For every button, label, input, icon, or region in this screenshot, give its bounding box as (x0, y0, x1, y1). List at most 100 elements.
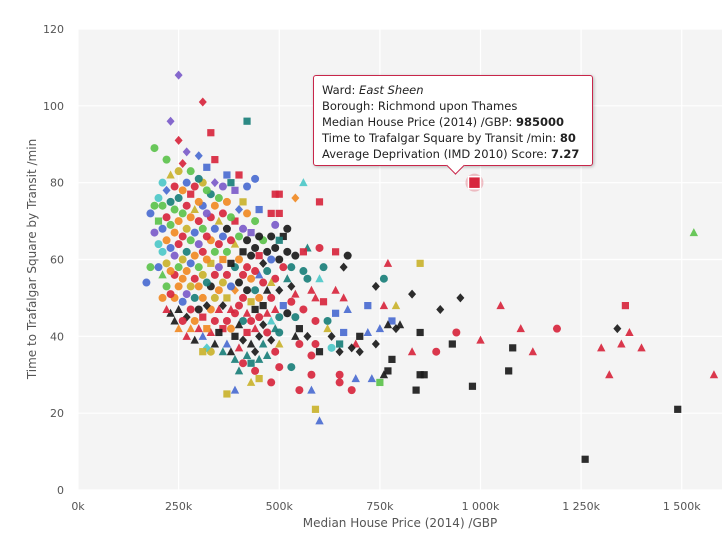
data-point[interactable] (291, 313, 300, 322)
data-point[interactable] (146, 209, 155, 218)
data-point[interactable] (230, 385, 240, 394)
data-point[interactable] (210, 178, 219, 188)
data-point[interactable] (283, 274, 292, 283)
data-point[interactable] (219, 255, 227, 264)
data-point[interactable] (222, 247, 231, 256)
data-point[interactable] (343, 251, 352, 260)
data-point[interactable] (468, 382, 477, 390)
data-point[interactable] (170, 316, 179, 325)
data-point[interactable] (206, 327, 216, 336)
data-point[interactable] (230, 239, 240, 248)
data-point[interactable] (331, 285, 340, 294)
data-point[interactable] (275, 313, 284, 322)
data-point[interactable] (391, 324, 400, 334)
data-point[interactable] (202, 255, 211, 264)
data-point[interactable] (287, 297, 296, 306)
data-point[interactable] (295, 325, 303, 333)
data-point[interactable] (452, 328, 461, 337)
data-point[interactable] (190, 316, 199, 325)
data-point[interactable] (303, 274, 312, 283)
data-point[interactable] (182, 331, 191, 340)
data-point[interactable] (170, 182, 179, 191)
data-point[interactable] (271, 190, 279, 198)
data-point[interactable] (255, 252, 263, 260)
data-point[interactable] (255, 205, 263, 214)
data-point[interactable] (214, 194, 223, 203)
data-point[interactable] (315, 198, 324, 206)
data-point[interactable] (174, 135, 183, 145)
data-point[interactable] (327, 343, 336, 352)
highlighted-point[interactable] (467, 175, 482, 190)
data-point[interactable] (319, 298, 328, 306)
data-point[interactable] (456, 293, 465, 303)
data-point[interactable] (412, 386, 420, 394)
data-point[interactable] (262, 308, 272, 317)
data-point[interactable] (166, 220, 175, 229)
data-point[interactable] (307, 285, 316, 294)
data-point[interactable] (170, 205, 179, 214)
data-point[interactable] (174, 194, 183, 203)
data-point[interactable] (239, 359, 248, 368)
data-point[interactable] (255, 374, 263, 383)
data-point[interactable] (178, 186, 187, 195)
data-point[interactable] (259, 278, 268, 287)
data-point[interactable] (186, 324, 195, 333)
data-point[interactable] (222, 197, 231, 206)
data-point[interactable] (388, 355, 396, 363)
data-point[interactable] (178, 232, 187, 241)
data-point[interactable] (239, 270, 248, 279)
data-point[interactable] (174, 240, 183, 249)
data-point[interactable] (199, 348, 207, 356)
data-point[interactable] (267, 278, 276, 287)
data-point[interactable] (275, 285, 284, 295)
data-point[interactable] (214, 263, 223, 272)
data-point[interactable] (166, 290, 175, 299)
data-point[interactable] (267, 316, 276, 325)
data-point[interactable] (231, 217, 239, 225)
data-point[interactable] (243, 263, 252, 272)
data-point[interactable] (287, 281, 296, 291)
data-point[interactable] (416, 371, 424, 379)
data-point[interactable] (182, 224, 191, 233)
data-point[interactable] (210, 339, 220, 348)
data-point[interactable] (332, 309, 340, 317)
data-point[interactable] (254, 270, 264, 279)
data-point[interactable] (219, 325, 227, 333)
data-point[interactable] (379, 301, 389, 310)
data-point[interactable] (226, 347, 236, 356)
data-point[interactable] (243, 236, 252, 245)
data-point[interactable] (154, 240, 163, 249)
data-point[interactable] (174, 263, 183, 272)
data-point[interactable] (243, 286, 252, 295)
data-point[interactable] (247, 274, 256, 283)
data-point[interactable] (263, 328, 272, 337)
data-point[interactable] (597, 343, 606, 352)
data-point[interactable] (299, 178, 308, 187)
data-point[interactable] (307, 370, 316, 379)
data-point[interactable] (275, 255, 284, 264)
data-point[interactable] (335, 370, 344, 379)
data-point[interactable] (210, 316, 219, 325)
data-point[interactable] (186, 282, 195, 291)
data-point[interactable] (247, 359, 255, 367)
data-point[interactable] (637, 343, 646, 352)
data-point[interactable] (150, 201, 159, 210)
data-point[interactable] (271, 274, 280, 283)
data-point[interactable] (251, 267, 260, 276)
data-point[interactable] (158, 224, 167, 233)
data-point[interactable] (199, 313, 207, 321)
data-point[interactable] (210, 224, 219, 233)
data-point[interactable] (375, 324, 385, 333)
data-point[interactable] (251, 305, 259, 314)
data-point[interactable] (234, 320, 244, 329)
data-point[interactable] (416, 259, 424, 267)
data-point[interactable] (194, 151, 203, 161)
data-point[interactable] (552, 324, 561, 333)
data-point[interactable] (178, 316, 187, 325)
data-point[interactable] (187, 190, 195, 198)
data-point[interactable] (186, 305, 195, 314)
data-point[interactable] (223, 171, 231, 179)
data-point[interactable] (243, 117, 251, 125)
data-point[interactable] (351, 339, 360, 348)
data-point[interactable] (617, 339, 626, 348)
